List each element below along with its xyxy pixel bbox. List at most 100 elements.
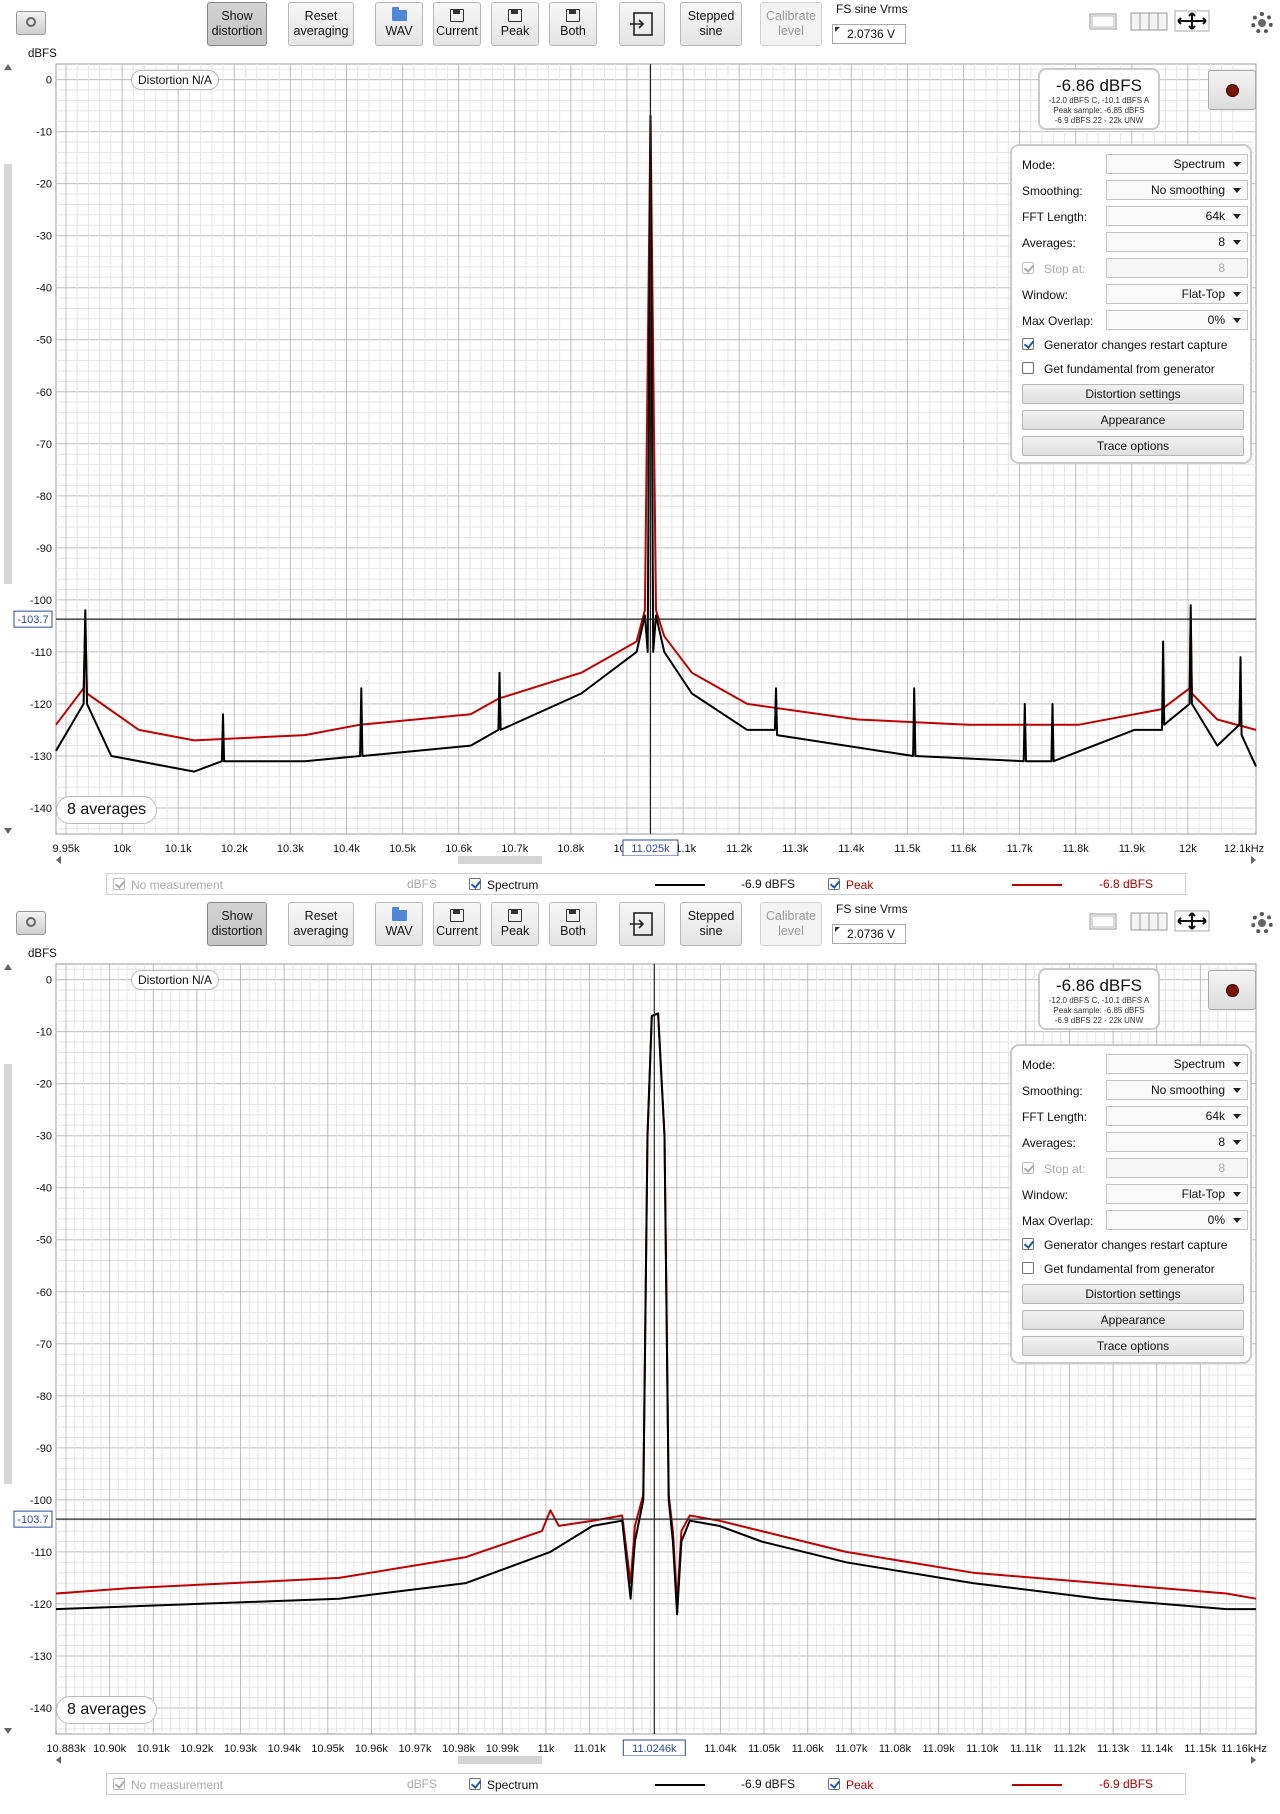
distortion-settings-button[interactable]: Distortion settings [1022,1284,1244,1304]
x-tick-label: 11.4k [838,843,865,855]
folder-icon [391,906,407,921]
get-fundamental-checkbox[interactable] [1022,1262,1034,1274]
trace-options-button[interactable]: Trace options [1022,1336,1244,1356]
stepped-sine-button[interactable]: Stepped sine [680,2,742,46]
wav-button[interactable]: WAV [375,902,423,946]
gen-restart-label: Generator changes restart capture [1044,338,1228,352]
gen-restart-label: Generator changes restart capture [1044,1238,1228,1252]
window-select[interactable]: Flat-Top [1106,1184,1248,1204]
fft-length-label: FFT Length: [1022,210,1088,224]
smoothing-select[interactable]: No smoothing [1106,1080,1248,1100]
reset-averaging-button[interactable]: Reset averaging [288,2,354,46]
peak-checkbox[interactable] [828,878,840,890]
no-measurement-label: No measurement [131,878,224,892]
trace-options-button[interactable]: Trace options [1022,436,1244,456]
y-tick-label: -110 [31,1547,52,1559]
window-select[interactable]: Flat-Top [1106,284,1248,304]
no-measurement-checkbox[interactable] [113,1778,125,1790]
max-overlap-select[interactable]: 0% [1106,310,1248,330]
record-button[interactable] [1208,970,1256,1010]
smoothing-row: Smoothing: No smoothing [1022,180,1248,202]
appearance-button[interactable]: Appearance [1022,410,1244,430]
stop-at-spinner[interactable]: 8 [1106,1158,1248,1178]
save-peak-button[interactable]: Peak [491,902,539,946]
mode-select[interactable]: Spectrum [1106,154,1248,174]
y-tick-label: -140 [30,803,52,815]
stop-at-spinner[interactable]: 8 [1106,258,1248,278]
no-measurement-checkbox[interactable] [113,878,125,890]
fit-view-icon[interactable] [1174,910,1210,932]
gear-icon[interactable] [1251,12,1273,34]
show-distortion-button[interactable]: Show distortion [207,902,267,946]
signal-output-icon [630,912,653,936]
peak-checkbox[interactable] [828,1778,840,1790]
fs-sine-input[interactable]: 2.0736 V [832,24,906,44]
x-tick-label: 11.09k [922,1743,955,1755]
generator-output-button[interactable] [619,902,665,946]
averages-select[interactable]: 8 [1106,232,1248,252]
generator-output-button[interactable] [619,2,665,46]
save-icon [508,9,522,22]
save-peak-button[interactable]: Peak [491,2,539,46]
gear-icon[interactable] [1251,912,1273,934]
wav-button[interactable]: WAV [375,2,423,46]
single-graph-icon[interactable] [1088,10,1118,32]
smoothing-label: Smoothing: [1022,184,1083,198]
save-current-button[interactable]: Current [433,2,481,46]
max-overlap-select[interactable]: 0% [1106,1210,1248,1230]
record-button[interactable] [1208,70,1256,110]
peak-value: -6.9 dBFS [1099,1777,1154,1791]
stop-at-label: Stop at: [1044,1162,1086,1176]
camera-icon[interactable] [16,911,46,935]
vertical-scrollbar[interactable] [3,964,13,1734]
vertical-scrollbar[interactable] [3,64,13,834]
single-graph-icon[interactable] [1088,910,1118,932]
reset-averaging-label: Reset averaging [293,909,349,938]
fit-view-icon[interactable] [1174,10,1210,32]
save-both-button[interactable]: Both [549,2,597,46]
camera-icon[interactable] [16,11,46,35]
appearance-button[interactable]: Appearance [1022,1310,1244,1330]
show-distortion-label: Show distortion [211,9,263,38]
calibrate-level-button[interactable]: Calibrate level [760,2,822,46]
mode-select[interactable]: Spectrum [1106,1054,1248,1074]
readout-line-2: Peak sample: -6.85 dBFS [1053,1006,1145,1015]
save-both-button[interactable]: Both [549,902,597,946]
x-tick-label: 11.9k [1119,843,1146,855]
x-tick-label: 10.1k [165,843,192,855]
y-tick-label: -90 [36,543,52,555]
spectrum-checkbox[interactable] [469,878,481,890]
smoothing-row: Smoothing: No smoothing [1022,1080,1248,1102]
get-fundamental-checkbox[interactable] [1022,362,1034,374]
smoothing-select[interactable]: No smoothing [1106,180,1248,200]
horizontal-scrollbar[interactable] [56,855,1256,865]
x-tick-label: 10.93k [224,1743,258,1755]
horizontal-scrollbar[interactable] [56,1755,1256,1765]
max-overlap-label: Max Overlap: [1022,314,1094,328]
spectrum-checkbox[interactable] [469,1778,481,1790]
window-label: Window: [1022,1188,1069,1202]
fft-length-select[interactable]: 64k [1106,206,1248,226]
y-tick-label: -50 [36,335,52,347]
x-tick-label: 11.7k [1007,843,1034,855]
calibrate-level-button[interactable]: Calibrate level [760,902,822,946]
stepped-sine-button[interactable]: Stepped sine [680,902,742,946]
save-current-button[interactable]: Current [433,902,481,946]
gen-restart-checkbox[interactable] [1022,338,1034,350]
distortion-settings-button[interactable]: Distortion settings [1022,384,1244,404]
spectrum-label: Spectrum [487,878,539,892]
wav-label: WAV [385,923,413,938]
stop-at-checkbox[interactable] [1022,262,1034,274]
x-tick-label: 10.2k [221,843,248,855]
x-tick-label: 10.96k [355,1743,389,1755]
multi-graph-icon[interactable] [1130,910,1168,932]
show-distortion-button[interactable]: Show distortion [207,2,267,46]
multi-graph-icon[interactable] [1130,10,1168,32]
fs-sine-input[interactable]: 2.0736 V [832,924,906,944]
stop-at-checkbox[interactable] [1022,1162,1034,1174]
stepped-sine-label: Stepped sine [687,9,735,38]
averages-select[interactable]: 8 [1106,1132,1248,1152]
gen-restart-checkbox[interactable] [1022,1238,1034,1250]
fft-length-select[interactable]: 64k [1106,1106,1248,1126]
reset-averaging-button[interactable]: Reset averaging [288,902,354,946]
